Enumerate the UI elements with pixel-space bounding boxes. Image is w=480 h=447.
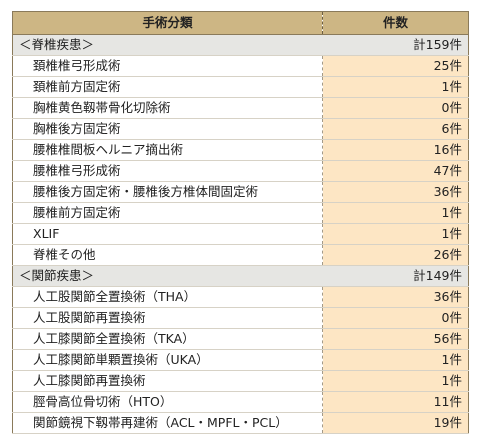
header-count: 件数	[322, 11, 469, 35]
table-row: 頚椎椎弓形成術 25件	[12, 55, 469, 77]
surgery-count: 11件	[322, 391, 469, 413]
surgery-name: 関節鏡視下靱帯再建術（ACL・MPFL・PCL）	[12, 412, 323, 434]
table-row: 腰椎前方固定術 1件	[12, 202, 469, 224]
surgery-count: 36件	[322, 181, 469, 203]
table-row: 頚椎前方固定術 1件	[12, 76, 469, 98]
table-row: 関節鏡視下靱帯再建術（ACL・MPFL・PCL） 19件	[12, 412, 469, 434]
surgery-count: 56件	[322, 328, 469, 350]
surgery-name: 頚椎椎弓形成術	[12, 55, 323, 77]
surgery-count-table: 手術分類 件数 ＜脊椎疾患＞ 計159件 頚椎椎弓形成術 25件 頚椎前方固定術…	[12, 11, 469, 434]
surgery-name: 人工膝関節再置換術	[12, 370, 323, 392]
surgery-name: 腰椎椎間板ヘルニア摘出術	[12, 139, 323, 161]
surgery-name: 人工膝関節全置換術（TKA）	[12, 328, 323, 350]
table-row: XLIF 1件	[12, 223, 469, 245]
group-row-spine: ＜脊椎疾患＞ 計159件	[12, 34, 469, 56]
surgery-count: 6件	[322, 118, 469, 140]
group-name: ＜関節疾患＞	[12, 265, 323, 287]
group-total: 計159件	[322, 34, 469, 56]
table-row: 脛骨高位骨切術（HTO） 11件	[12, 391, 469, 413]
surgery-count: 1件	[322, 370, 469, 392]
surgery-count: 47件	[322, 160, 469, 182]
surgery-count: 1件	[322, 349, 469, 371]
table-row: 腰椎椎弓形成術 47件	[12, 160, 469, 182]
table-row: 人工膝関節全置換術（TKA） 56件	[12, 328, 469, 350]
surgery-count: 0件	[322, 97, 469, 119]
table-row: 腰椎後方固定術・腰椎後方椎体間固定術 36件	[12, 181, 469, 203]
surgery-name: 人工膝関節単顆置換術（UKA）	[12, 349, 323, 371]
table-row: 人工膝関節単顆置換術（UKA） 1件	[12, 349, 469, 371]
surgery-table-container: 手術分類 件数 ＜脊椎疾患＞ 計159件 頚椎椎弓形成術 25件 頚椎前方固定術…	[12, 11, 469, 434]
group-total: 計149件	[322, 265, 469, 287]
surgery-name: 人工股関節再置換術	[12, 307, 323, 329]
header-surgery-category: 手術分類	[12, 11, 323, 35]
table-row: 胸椎黄色靱帯骨化切除術 0件	[12, 97, 469, 119]
table-row: 人工股関節再置換術 0件	[12, 307, 469, 329]
surgery-name: 脊椎その他	[12, 244, 323, 266]
surgery-name: 頚椎前方固定術	[12, 76, 323, 98]
surgery-count: 0件	[322, 307, 469, 329]
surgery-count: 1件	[322, 202, 469, 224]
surgery-name: 人工股関節全置換術（THA）	[12, 286, 323, 308]
surgery-count: 25件	[322, 55, 469, 77]
surgery-name: 腰椎後方固定術・腰椎後方椎体間固定術	[12, 181, 323, 203]
surgery-name: 腰椎椎弓形成術	[12, 160, 323, 182]
surgery-count: 1件	[322, 223, 469, 245]
surgery-name: 脛骨高位骨切術（HTO）	[12, 391, 323, 413]
surgery-name: 腰椎前方固定術	[12, 202, 323, 224]
table-row: 胸椎後方固定術 6件	[12, 118, 469, 140]
surgery-count: 26件	[322, 244, 469, 266]
surgery-name: 胸椎後方固定術	[12, 118, 323, 140]
table-header-row: 手術分類 件数	[12, 11, 469, 35]
group-row-joint: ＜関節疾患＞ 計149件	[12, 265, 469, 287]
table-row: 人工股関節全置換術（THA） 36件	[12, 286, 469, 308]
surgery-count: 16件	[322, 139, 469, 161]
surgery-count: 19件	[322, 412, 469, 434]
surgery-name: 胸椎黄色靱帯骨化切除術	[12, 97, 323, 119]
table-row: 人工膝関節再置換術 1件	[12, 370, 469, 392]
surgery-count: 1件	[322, 76, 469, 98]
table-row: 腰椎椎間板ヘルニア摘出術 16件	[12, 139, 469, 161]
table-row: 脊椎その他 26件	[12, 244, 469, 266]
surgery-count: 36件	[322, 286, 469, 308]
group-name: ＜脊椎疾患＞	[12, 34, 323, 56]
surgery-name: XLIF	[12, 223, 323, 245]
